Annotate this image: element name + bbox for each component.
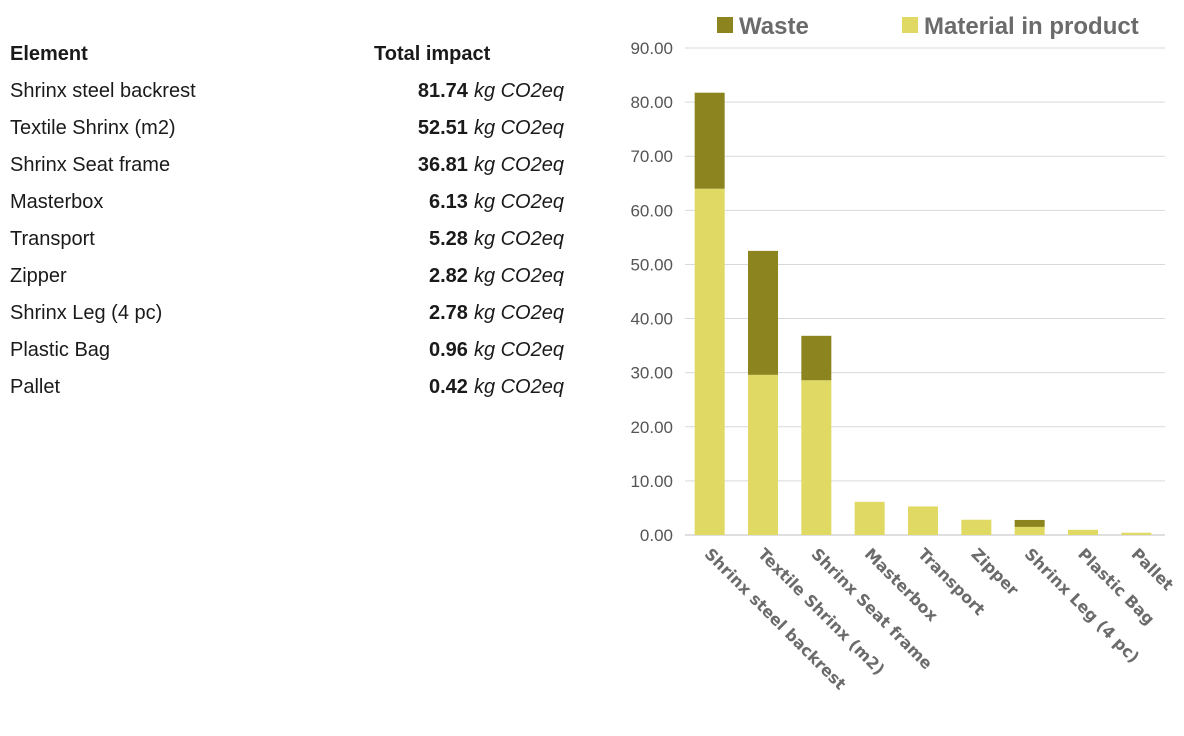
legend-label: Material in product [924, 13, 1139, 40]
y-tick-label: 90.00 [630, 39, 673, 58]
bar-material-in-product [855, 502, 885, 535]
bar-material-in-product [1068, 530, 1098, 535]
y-tick-label: 70.00 [630, 147, 673, 166]
bar-waste [801, 336, 831, 380]
bar-waste [1015, 520, 1045, 527]
y-tick-label: 30.00 [630, 364, 673, 383]
y-tick-label: 10.00 [630, 472, 673, 491]
bar-waste [748, 251, 778, 375]
bar-material-in-product [801, 380, 831, 535]
y-tick-label: 60.00 [630, 201, 673, 220]
bar-material-in-product [1015, 527, 1045, 535]
x-category-label: Pallet [1128, 544, 1178, 594]
bar-material-in-product [1121, 533, 1151, 535]
bar-waste [695, 93, 725, 189]
bar-material-in-product [748, 375, 778, 535]
legend-swatch [902, 17, 918, 33]
y-tick-label: 50.00 [630, 255, 673, 274]
y-tick-label: 80.00 [630, 93, 673, 112]
y-tick-label: 20.00 [630, 418, 673, 437]
bar-material-in-product [695, 189, 725, 535]
bar-material-in-product [961, 520, 991, 535]
legend-swatch [717, 17, 733, 33]
bar-material-in-product [908, 506, 938, 535]
y-tick-label: 40.00 [630, 310, 673, 329]
legend-label: Waste [739, 13, 809, 40]
y-tick-label: 0.00 [640, 526, 673, 545]
